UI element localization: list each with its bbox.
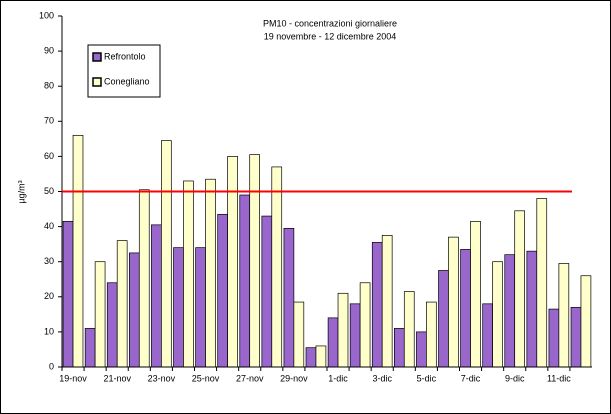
chart-title: PM10 - concentrazioni giornaliere — [263, 18, 397, 28]
bar — [151, 224, 162, 368]
x-tick-label: 27-nov — [236, 373, 264, 383]
y-tick-label: 20 — [44, 291, 54, 301]
legend-box — [87, 44, 161, 98]
x-tick-label: 3-dic — [372, 373, 392, 383]
bar — [173, 247, 184, 368]
x-tick-label: 19-nov — [59, 373, 87, 383]
bar — [438, 270, 449, 368]
bar — [394, 328, 405, 368]
x-tick-label: 25-nov — [192, 373, 220, 383]
y-tick-label: 90 — [44, 45, 54, 55]
bar — [359, 282, 371, 368]
bar — [106, 282, 118, 368]
bar — [217, 213, 228, 368]
x-tick-label: 11-dic — [547, 373, 571, 383]
bar — [558, 263, 570, 368]
bar — [548, 308, 560, 368]
bar — [94, 261, 106, 368]
bar — [526, 250, 538, 368]
legend-swatch — [92, 52, 102, 62]
bar — [426, 301, 437, 368]
bar — [283, 228, 295, 368]
bar — [514, 210, 525, 368]
bar — [271, 166, 283, 368]
bar — [72, 134, 84, 368]
bar — [504, 254, 516, 368]
bar — [195, 247, 206, 368]
bar — [116, 240, 128, 368]
bar — [536, 198, 548, 368]
bar — [570, 306, 582, 368]
x-tick-label: 21-nov — [103, 373, 131, 383]
chart-subtitle: 19 novembre - 12 dicembre 2004 — [264, 31, 397, 41]
y-tick-label: 40 — [44, 221, 54, 231]
bar — [305, 347, 317, 368]
x-tick-label: 29-nov — [280, 373, 308, 383]
bar — [381, 235, 393, 368]
legend-label: Conegliano — [104, 76, 150, 86]
bar — [337, 292, 349, 368]
legend-label: Refrontolo — [104, 51, 146, 61]
y-tick-label: 30 — [44, 256, 54, 266]
bar — [349, 303, 361, 368]
y-tick-label: 0 — [49, 361, 54, 371]
y-axis-label: µg/m³ — [16, 180, 26, 203]
bar — [84, 328, 96, 368]
y-tick-label: 100 — [39, 10, 54, 20]
y-tick-label: 50 — [44, 186, 54, 196]
x-tick-label: 9-dic — [505, 373, 525, 383]
bar — [315, 345, 327, 368]
bar — [293, 301, 305, 368]
bar — [448, 236, 459, 368]
x-tick-label: 23-nov — [148, 373, 176, 383]
bar — [482, 303, 493, 368]
bar — [327, 317, 339, 368]
bar — [161, 140, 172, 368]
bar — [183, 180, 194, 368]
y-tick-label: 60 — [44, 151, 54, 161]
bar — [138, 189, 150, 368]
y-tick-label: 70 — [44, 116, 54, 126]
legend-swatch — [92, 77, 102, 87]
bar — [371, 242, 383, 368]
x-tick-label: 1-dic — [328, 373, 348, 383]
bar — [403, 291, 415, 368]
y-tick-label: 10 — [44, 326, 54, 336]
bar — [492, 261, 503, 368]
bar — [227, 156, 238, 368]
bar — [249, 154, 260, 368]
bar — [62, 220, 74, 368]
bar — [261, 215, 273, 368]
x-tick-label: 5-dic — [417, 373, 437, 383]
bar — [580, 275, 592, 368]
bar — [460, 249, 471, 368]
bar — [239, 194, 251, 368]
x-tick-label: 7-dic — [461, 373, 481, 383]
bar — [129, 252, 140, 368]
bar — [470, 220, 481, 368]
y-tick-label: 80 — [44, 81, 54, 91]
bar — [416, 331, 427, 368]
bar — [205, 178, 216, 368]
